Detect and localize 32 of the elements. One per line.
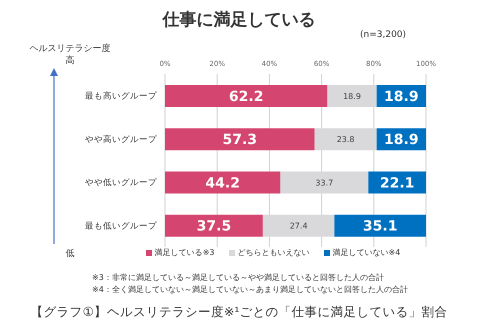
text: 高: [64, 54, 76, 67]
data-label: 37.5: [196, 218, 232, 235]
data-label: 33.7: [315, 178, 334, 188]
data-label: 22.1: [380, 175, 414, 192]
data-label: 44.2: [205, 175, 240, 192]
bar: [165, 85, 328, 107]
y-tick-label: やや低いグループ: [85, 177, 158, 188]
bar: [334, 214, 426, 237]
y-tick-label: やや高いグループ: [85, 134, 158, 145]
text: ヘルスリテラシー度: [28, 42, 112, 55]
data-label: 57.3: [222, 132, 258, 148]
y-tick-label: 最も高いグループ: [85, 90, 158, 102]
chart-title: 仕事に満足している: [161, 9, 316, 31]
text: 低: [64, 248, 76, 260]
data-label: 18.9: [343, 92, 361, 101]
data-label: 27.4: [290, 222, 308, 231]
data-label: 62.2: [228, 88, 264, 105]
legend-label: 満足していない※4: [332, 247, 400, 258]
data-label: 18.9: [384, 132, 419, 148]
text: (n=3,200): [360, 30, 406, 40]
bar: [165, 172, 280, 194]
text: ※3：非常に満足している～満足している～やや満足していると回答した人の合計: [92, 272, 384, 283]
data-label: 23.8: [336, 135, 355, 144]
bar: [165, 128, 315, 150]
data-label: 35.1: [362, 218, 398, 235]
text: 【グラフ①】ヘルスリテラシー度※¹ごとの「仕事に満足している」割合: [30, 304, 448, 321]
legend-label: どちらともいえない: [236, 247, 310, 258]
text: ※4：全く満足していない～満足していない～あまり満足していないと回答した人の合計: [92, 284, 408, 295]
y-tick-label: 最も低いグループ: [85, 220, 158, 232]
bar: [165, 214, 263, 237]
legend-label: 満足している※3: [154, 247, 214, 258]
data-label: 18.9: [384, 88, 419, 105]
